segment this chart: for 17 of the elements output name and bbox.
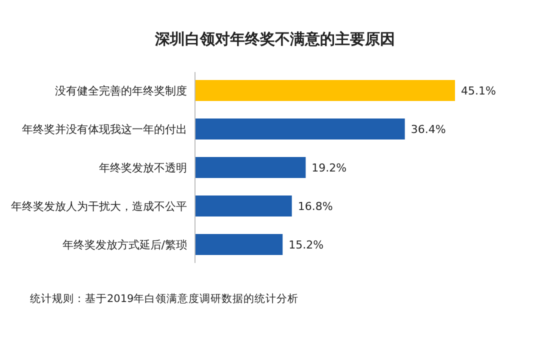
data-label: 15.2% xyxy=(288,238,324,252)
y-tick-label: 没有健全完善的年终奖制度 xyxy=(55,84,187,98)
bar xyxy=(195,234,283,255)
data-label: 45.1% xyxy=(461,84,496,98)
y-tick-label: 年终奖发放不透明 xyxy=(99,162,187,174)
data-label: 36.4% xyxy=(410,123,446,136)
text: 统计规则：基于2019年白领满意度调研数据的统计分析 xyxy=(30,292,299,305)
bar xyxy=(195,157,306,178)
bar xyxy=(195,118,405,140)
chart-title: 深圳白领对年终奖不满意的主要原因 xyxy=(154,30,395,48)
y-tick-label: 年终奖并没有体现我这一年的付出 xyxy=(22,123,187,136)
bar xyxy=(195,196,292,216)
y-tick-label: 年终奖发放人为干扰大，造成不公平 xyxy=(11,200,187,213)
y-tick-label: 年终奖发放方式延后/繁琐 xyxy=(62,238,187,252)
bar xyxy=(195,80,455,101)
data-label: 19.2% xyxy=(312,162,347,174)
data-label: 16.8% xyxy=(298,200,333,213)
